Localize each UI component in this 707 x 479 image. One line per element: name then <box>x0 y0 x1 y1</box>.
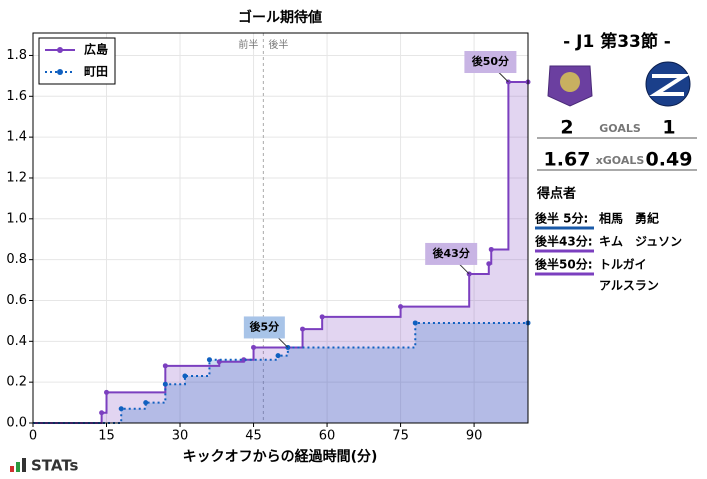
point <box>319 314 325 320</box>
x-tick-label: 45 <box>245 429 262 444</box>
annotation: 後50分 <box>472 54 509 68</box>
y-tick-label: 0.4 <box>6 334 27 349</box>
brand-logo: STATs <box>10 457 79 475</box>
y-tick-label: 1.6 <box>6 89 27 104</box>
brand: STATs <box>31 457 79 475</box>
scorer-time: 後半50分: <box>535 257 593 272</box>
annotation-box <box>464 51 517 74</box>
scorer-name: アルスラン <box>599 279 659 293</box>
period-label: 後半 <box>268 38 288 51</box>
y-tick-label: 1.4 <box>6 130 27 145</box>
scorers-title: 得点者 <box>536 186 576 202</box>
y-tick-label: 0.8 <box>6 252 27 267</box>
annotation-box <box>243 316 285 339</box>
scorer-time: 後半 5分: <box>535 211 588 226</box>
scorer-name: トルガイ <box>599 257 647 272</box>
home-xg: 1.67 <box>544 149 591 171</box>
period-label: 前半 <box>238 38 258 51</box>
x-tick-label: 90 <box>466 429 483 444</box>
plot-frame <box>32 32 529 424</box>
x-axis-label: キックオフからの経過時間(分) <box>183 448 378 465</box>
legend-marker <box>57 69 63 75</box>
match-title: - J1 第33節 - <box>563 31 671 52</box>
point <box>206 357 212 363</box>
y-tick-label: 1.2 <box>6 170 27 185</box>
annotation: 後5分 <box>250 319 280 333</box>
legend-label: 広島 <box>84 42 108 57</box>
annotation-box <box>425 242 478 265</box>
home-logo <box>547 65 593 107</box>
legend-label: 町田 <box>84 65 108 79</box>
legend-box <box>38 37 116 85</box>
x-tick-label: 30 <box>172 429 189 444</box>
goals-label: GOALS <box>599 122 641 135</box>
point <box>486 261 492 267</box>
point <box>182 373 188 379</box>
point <box>118 406 124 412</box>
area <box>33 82 528 423</box>
away-xg: 0.49 <box>646 149 693 171</box>
y-tick-label: 0.2 <box>6 375 27 390</box>
point <box>300 326 306 332</box>
point <box>162 363 168 369</box>
point <box>412 320 418 326</box>
point <box>275 353 281 359</box>
scorer-name: 相馬 勇紀 <box>599 211 659 226</box>
x-tick-label: 75 <box>392 429 409 444</box>
xg-label: xGOALS <box>596 154 645 167</box>
y-tick-label: 0.6 <box>6 293 27 308</box>
watermark: © SPORTERIA <box>446 406 522 419</box>
scorer-time: 後半43分: <box>535 234 593 249</box>
point <box>99 410 105 416</box>
away-logo <box>645 61 691 107</box>
scorer-name: キム ジュソン <box>599 235 682 249</box>
x-tick-label: 0 <box>29 429 37 444</box>
y-tick-label: 1.8 <box>6 48 27 63</box>
chart-title: ゴール期待値 <box>238 9 322 26</box>
point <box>488 246 494 252</box>
legend-marker <box>57 47 63 53</box>
step-line <box>33 321 528 424</box>
point <box>143 400 149 406</box>
point <box>398 304 404 310</box>
point <box>251 344 257 350</box>
point <box>104 389 110 395</box>
y-tick-label: 0.0 <box>6 416 27 431</box>
point <box>241 357 247 363</box>
annotation: 後43分 <box>433 246 470 260</box>
point <box>162 381 168 387</box>
x-tick-label: 60 <box>319 429 336 444</box>
home-goals: 2 <box>560 117 573 139</box>
y-tick-label: 1.0 <box>6 211 27 226</box>
x-tick-label: 15 <box>98 429 115 444</box>
away-goals: 1 <box>662 117 675 139</box>
